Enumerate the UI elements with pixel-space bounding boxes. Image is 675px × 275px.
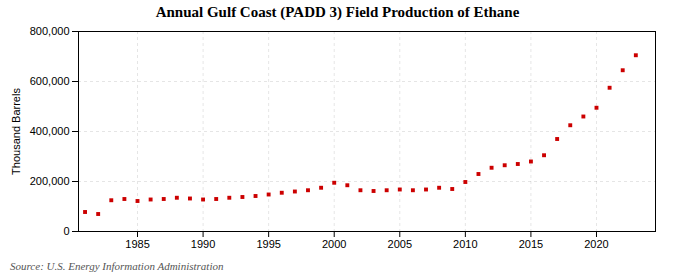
svg-text:1985: 1985 [125,238,149,250]
svg-text:400,000: 400,000 [30,125,70,137]
svg-text:2010: 2010 [453,238,477,250]
html-text:Annual Gulf Coast (PADD 3) Fie: Annual Gulf Coast (PADD 3) Field Product… [155,4,520,20]
svg-text:2015: 2015 [519,238,543,250]
svg-text:1990: 1990 [191,238,215,250]
svg-text:1995: 1995 [256,238,280,250]
svg-text:2000: 2000 [322,238,346,250]
svg-text:0: 0 [63,225,69,237]
html-text:Source: U.S. Energy Informatio: Source: U.S. Energy Information Administ… [10,260,224,272]
svg-text:600,000: 600,000 [30,75,70,87]
svg-text:Thousand Barrels: Thousand Barrels [10,88,22,175]
svg-text:800,000: 800,000 [30,25,70,37]
svg-text:200,000: 200,000 [30,175,70,187]
svg-text:2005: 2005 [388,238,412,250]
svg-text:2020: 2020 [584,238,608,250]
